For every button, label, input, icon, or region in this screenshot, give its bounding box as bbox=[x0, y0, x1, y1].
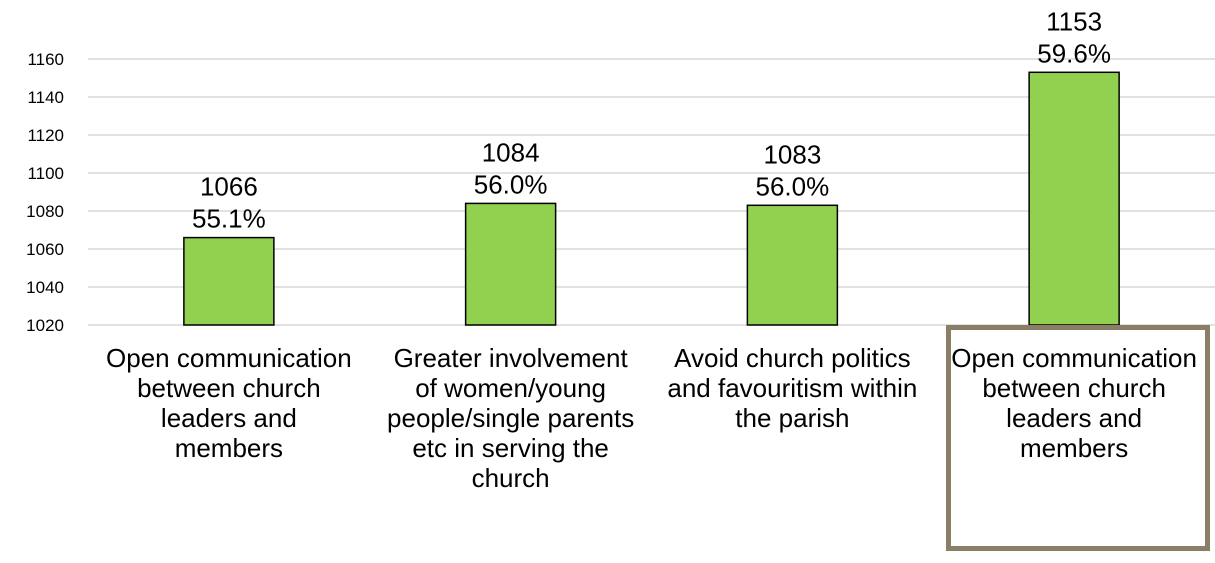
bar bbox=[746, 204, 839, 326]
y-tick-label: 1120 bbox=[27, 126, 64, 145]
y-tick-label: 1020 bbox=[26, 316, 64, 335]
data-label-percent: 56.0% bbox=[756, 171, 830, 201]
category-label: Greater involvement of women/young peopl… bbox=[387, 343, 635, 493]
y-tick-label: 1140 bbox=[27, 88, 64, 107]
data-label-percent: 56.0% bbox=[474, 169, 548, 199]
data-label-value: 1153 bbox=[1046, 6, 1102, 36]
y-tick-label: 1060 bbox=[26, 240, 64, 259]
bars bbox=[183, 71, 1120, 326]
y-tick-label: 1080 bbox=[26, 202, 64, 221]
data-label-value: 1083 bbox=[763, 139, 821, 169]
bar bbox=[183, 236, 275, 326]
category-label: Open communication between church leader… bbox=[106, 343, 352, 463]
data-label-value: 1066 bbox=[200, 172, 258, 202]
data-label-value: 1084 bbox=[482, 137, 540, 167]
y-tick-label: 1100 bbox=[27, 164, 64, 183]
y-tick-label: 1160 bbox=[27, 50, 64, 69]
category-label: Open communication between church leader… bbox=[951, 343, 1197, 463]
data-label-percent: 59.6% bbox=[1037, 38, 1111, 68]
data-label-percent: 55.1% bbox=[192, 204, 266, 234]
bar bbox=[464, 202, 557, 326]
y-tick-label: 1040 bbox=[26, 278, 64, 297]
bar bbox=[1028, 71, 1120, 326]
gridlines bbox=[88, 58, 1215, 326]
highlight-box bbox=[946, 325, 1210, 551]
y-axis-ticks: 1020 1040 1060 1080 1100 1120 1140 1160 bbox=[26, 50, 64, 335]
category-label: Avoid church politics and favouritism wi… bbox=[667, 343, 918, 433]
